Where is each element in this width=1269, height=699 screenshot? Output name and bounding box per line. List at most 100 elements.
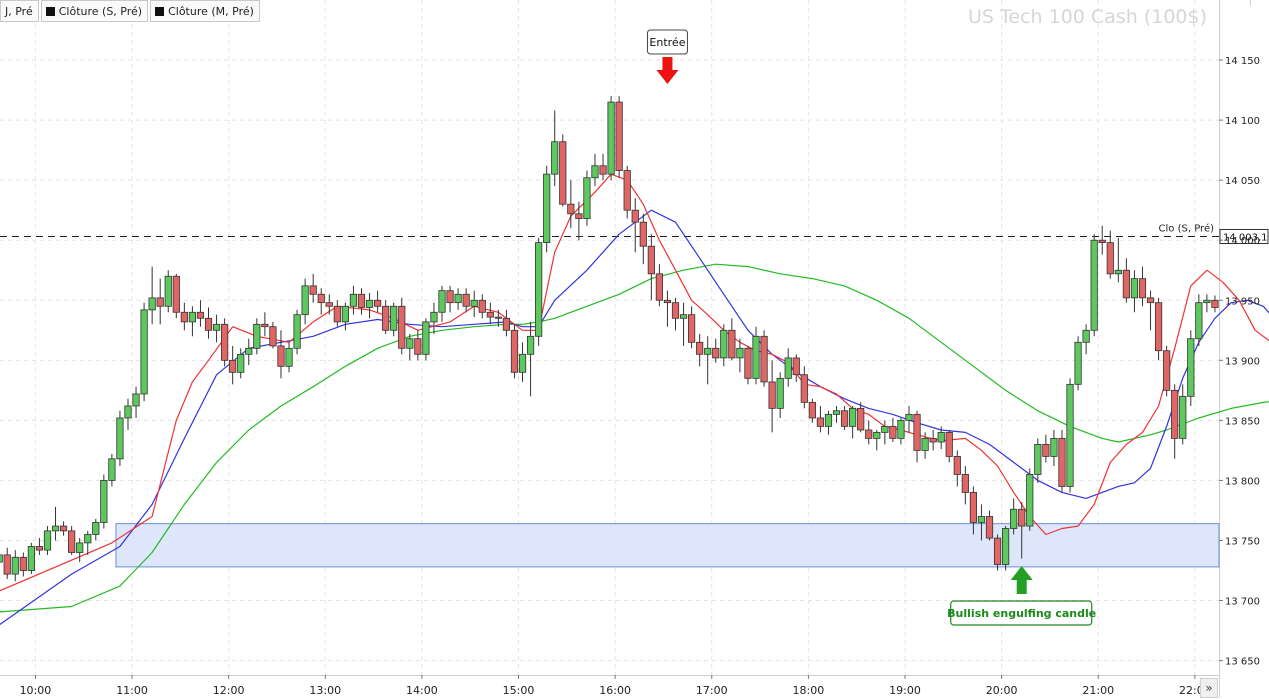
candle [881, 420, 889, 445]
candle [422, 318, 430, 361]
candle [663, 290, 672, 327]
candle-body-bull [454, 293, 462, 304]
candle [889, 417, 897, 442]
candle [824, 410, 833, 435]
candle-body-bull [390, 305, 398, 331]
candle-body-bull [1066, 383, 1074, 487]
candle [1042, 434, 1050, 463]
candle [132, 386, 140, 418]
candle [406, 333, 414, 361]
candle [494, 309, 502, 327]
candle-body-bear [993, 537, 1002, 565]
candle-body-bear [1154, 302, 1163, 352]
time-tick-label: 15:00 [503, 684, 535, 697]
candle [977, 504, 986, 541]
candle [1058, 429, 1066, 493]
candle-body-bull [422, 321, 430, 355]
tab-daily-pre[interactable]: J, Pré [0, 0, 39, 22]
candle-body-bear [325, 302, 333, 307]
candle-body-bear [1122, 269, 1130, 299]
candle [776, 372, 784, 418]
candle-body-bear [1058, 437, 1066, 487]
candle [124, 398, 132, 430]
candle [599, 153, 607, 181]
candle [478, 294, 486, 319]
candle [116, 410, 124, 467]
candle-body-bear [221, 323, 229, 361]
bullish-annotation[interactable]: Bullish engulfing candle [947, 566, 1096, 626]
candle [245, 338, 253, 366]
grid-lines [0, 0, 1219, 675]
time-tick-label: 13:00 [309, 684, 341, 697]
price-axis-ticks: 14 150 14 100 14 050 14 000 13 950 13 900 13 8… [1219, 56, 1260, 668]
candle [229, 345, 237, 385]
candle [221, 318, 229, 367]
candle-body-bear [204, 317, 213, 331]
candle [671, 297, 680, 331]
candle [543, 165, 551, 253]
time-tick-label: 12:00 [213, 684, 245, 697]
time-tick-label: 18:00 [793, 684, 825, 697]
candle-body-bear [744, 347, 752, 379]
candle [269, 321, 277, 349]
candle-body-bull [124, 405, 132, 419]
candle [1026, 468, 1034, 531]
candle-body-bull [92, 522, 100, 535]
candle [720, 324, 728, 367]
candle-body-bull [551, 141, 559, 175]
price-tick-label: 13 850 [1225, 416, 1260, 427]
candle [277, 330, 285, 379]
candle-body-bear [172, 275, 180, 313]
time-axis[interactable] [0, 675, 1219, 699]
candle-body-bear [913, 413, 921, 451]
candle-body-bull [406, 338, 414, 349]
candle [261, 312, 269, 337]
candle-body-bull [253, 323, 261, 349]
candle-body-bull [583, 177, 591, 219]
candle [913, 410, 921, 463]
symbol-title: US Tech 100 Cash (100$) [968, 6, 1207, 28]
legend-square-icon [45, 6, 55, 16]
candle-body-bear [1018, 508, 1026, 527]
candle-body-bull [11, 556, 19, 575]
candle-body-bull [776, 377, 784, 409]
price-tick-label: 13 800 [1225, 476, 1260, 487]
candle-body-bull [148, 297, 156, 311]
candle-body-bear [953, 456, 961, 475]
candle-body-bear [567, 203, 575, 215]
candle-body-bear [414, 338, 422, 355]
tab-label: J, Pré [5, 4, 33, 18]
up-arrow-icon [1010, 566, 1033, 594]
candle [1090, 234, 1098, 337]
candle-body-bear [961, 474, 969, 493]
price-axis[interactable] [1219, 0, 1269, 698]
candle [357, 288, 366, 315]
entry-annotation[interactable]: Entrée [646, 29, 688, 84]
candle [148, 266, 156, 325]
candle [792, 354, 800, 382]
candle-body-bear [462, 293, 470, 307]
price-tick-label: 13 700 [1225, 597, 1260, 608]
candle-body-bear [559, 141, 567, 205]
candle [0, 554, 3, 563]
scroll-right-icon[interactable]: » [1200, 678, 1218, 698]
candle [365, 293, 374, 319]
time-tick-label: 14:00 [406, 684, 438, 697]
candle [567, 180, 575, 229]
candle-body-bear [929, 437, 937, 443]
candle-body-bear [35, 546, 44, 551]
candle-body-bear [889, 425, 897, 439]
candle [679, 302, 688, 346]
tab-cloture-s-pre[interactable]: Clôture (S, Pré) [40, 0, 149, 22]
candle [76, 538, 84, 563]
candle [808, 398, 816, 423]
candle [1106, 230, 1114, 279]
candle [349, 285, 358, 315]
candle [1203, 294, 1211, 313]
candle-body-bear [712, 347, 720, 359]
candle [1098, 225, 1106, 255]
candle-body-bull [591, 165, 599, 179]
tab-cloture-m-pre[interactable]: Clôture (M, Pré) [150, 0, 260, 22]
candle [27, 542, 35, 575]
